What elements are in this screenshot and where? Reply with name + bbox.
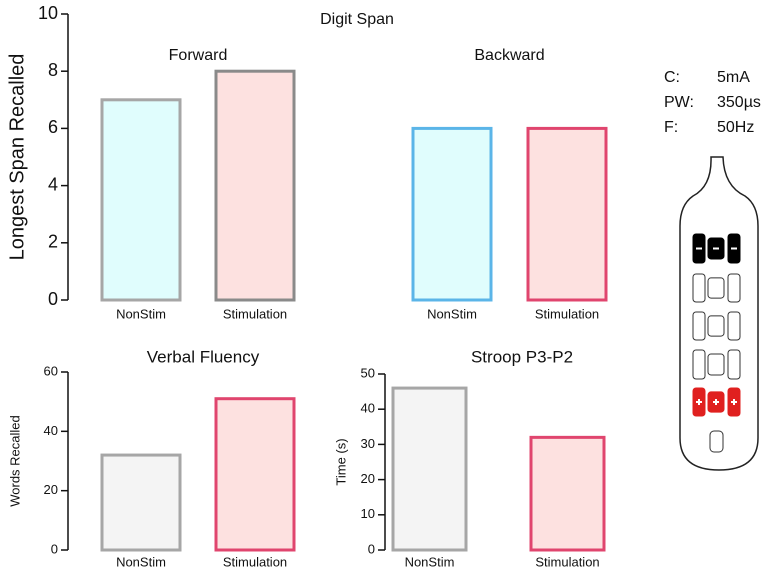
contact	[709, 430, 724, 453]
chart-title: Digit Span	[320, 11, 394, 28]
y-tick-label: 20	[44, 482, 58, 497]
x-tick-label: Stimulation	[535, 554, 599, 569]
y-tick-label: 10	[38, 3, 58, 23]
parameter-label: C:	[664, 69, 680, 86]
x-tick-label: Stimulation	[223, 554, 287, 569]
contact	[727, 273, 741, 303]
chart-title: Verbal Fluency	[147, 347, 260, 366]
bar	[100, 98, 182, 302]
contact	[707, 353, 725, 376]
y-tick-label: 4	[48, 174, 58, 194]
bar	[411, 126, 493, 302]
x-tick-label: NonStim	[116, 306, 166, 321]
chart: Verbal Fluency Words Recalled 0 20 40 60 NonSt…	[7, 347, 296, 569]
y-tick-label: 50	[361, 365, 375, 380]
chart-title: Stroop P3-P2	[471, 347, 573, 366]
chart: Digit Span Longest Span Recalled 0 2 4 6 8 10 Fo…	[6, 3, 608, 321]
contact	[707, 315, 725, 337]
x-tick-label: NonStim	[405, 554, 455, 569]
y-tick-label: 30	[361, 436, 375, 451]
bar	[529, 435, 606, 552]
electrode-outline	[679, 156, 759, 471]
y-tick-label: 0	[368, 541, 375, 556]
y-tick-label: 20	[361, 471, 375, 486]
y-tick-label: 40	[44, 423, 58, 438]
x-tick-label: Stimulation	[223, 306, 287, 321]
bar	[100, 453, 182, 552]
contact	[727, 311, 741, 341]
contact	[692, 349, 706, 380]
y-tick-label: 0	[48, 289, 58, 309]
x-tick-label: Stimulation	[535, 306, 599, 321]
bar	[214, 69, 296, 302]
y-tick-label: 6	[48, 117, 58, 137]
y-tick-label: 10	[361, 506, 375, 521]
parameter-value: 350µs	[717, 94, 761, 111]
stimulation-parameters: C: 5mA PW: 350µs F: 50Hz	[664, 69, 761, 136]
contact	[707, 277, 725, 299]
y-axis-label: Words Recalled	[7, 415, 22, 507]
electrode-diagram	[679, 156, 759, 471]
y-tick-label: 0	[51, 541, 58, 556]
bar	[214, 397, 296, 552]
panel-title: Backward	[474, 47, 544, 64]
x-tick-label: NonStim	[427, 306, 477, 321]
y-axis-label: Longest Span Recalled	[6, 54, 28, 261]
y-axis-label: Time (s)	[333, 438, 348, 485]
y-tick-label: 60	[44, 363, 58, 378]
x-tick-label: NonStim	[116, 554, 166, 569]
bar	[391, 386, 468, 552]
contact	[727, 349, 741, 380]
parameter-label: PW:	[664, 94, 694, 111]
panel-title: Forward	[169, 47, 228, 64]
y-tick-label: 40	[361, 401, 375, 416]
chart: Stroop P3-P2 Time (s) 0 10 20 30 40 50 NonStim St…	[333, 347, 606, 569]
parameter-value: 5mA	[717, 69, 750, 86]
contact	[692, 311, 706, 341]
contact	[692, 273, 706, 303]
y-tick-label: 2	[48, 232, 58, 252]
parameter-value: 50Hz	[717, 119, 754, 136]
y-tick-label: 8	[48, 60, 58, 80]
parameter-label: F:	[664, 119, 678, 136]
bar	[526, 126, 608, 302]
